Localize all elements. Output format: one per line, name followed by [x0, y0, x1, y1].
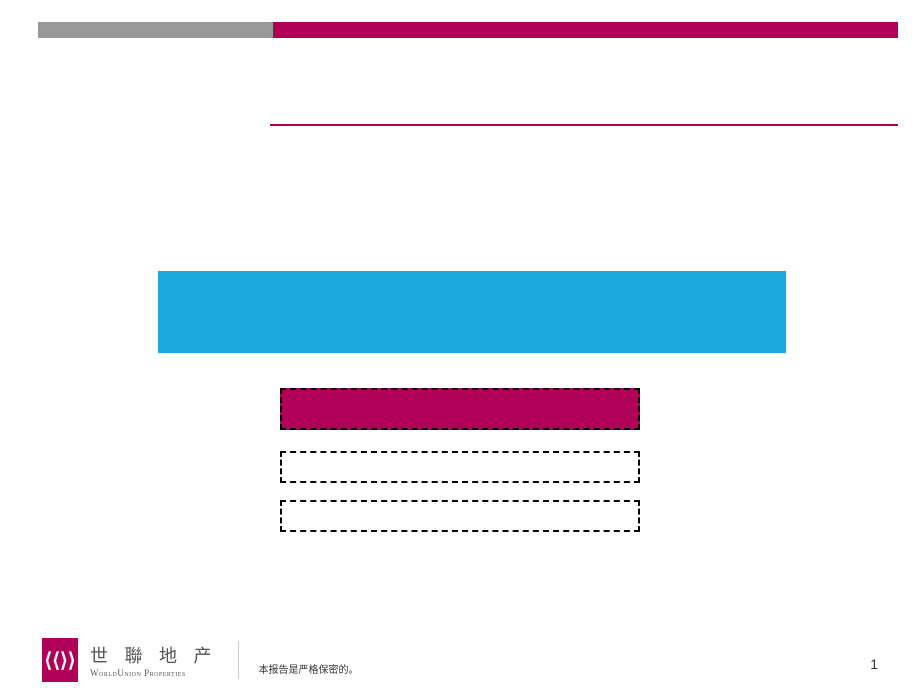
item-box-1: [280, 451, 640, 483]
confidential-notice: 本报告是严格保密的。: [259, 661, 359, 676]
header-bar-gray: [38, 22, 273, 38]
logo-icon: ⟨⟨⟩⟩: [42, 638, 78, 682]
logo-text: 世 聯 地 产 WorldUnion Properties: [90, 642, 218, 678]
logo-chinese: 世 聯 地 产: [90, 642, 218, 668]
title-divider: [270, 124, 898, 126]
highlighted-item-box: [280, 388, 640, 430]
page-number: 1: [870, 656, 878, 672]
header-bar-magenta: [273, 22, 898, 38]
logo-glyph: ⟨⟨⟩⟩: [44, 648, 75, 673]
footer: ⟨⟨⟩⟩ 世 聯 地 产 WorldUnion Properties 本报告是严…: [0, 630, 920, 690]
main-title-block: [158, 271, 786, 353]
item-box-2: [280, 500, 640, 532]
logo-area: ⟨⟨⟩⟩ 世 聯 地 产 WorldUnion Properties: [42, 638, 218, 682]
footer-divider: [238, 641, 239, 679]
header-bar: [38, 22, 898, 38]
logo-english: WorldUnion Properties: [90, 668, 218, 678]
